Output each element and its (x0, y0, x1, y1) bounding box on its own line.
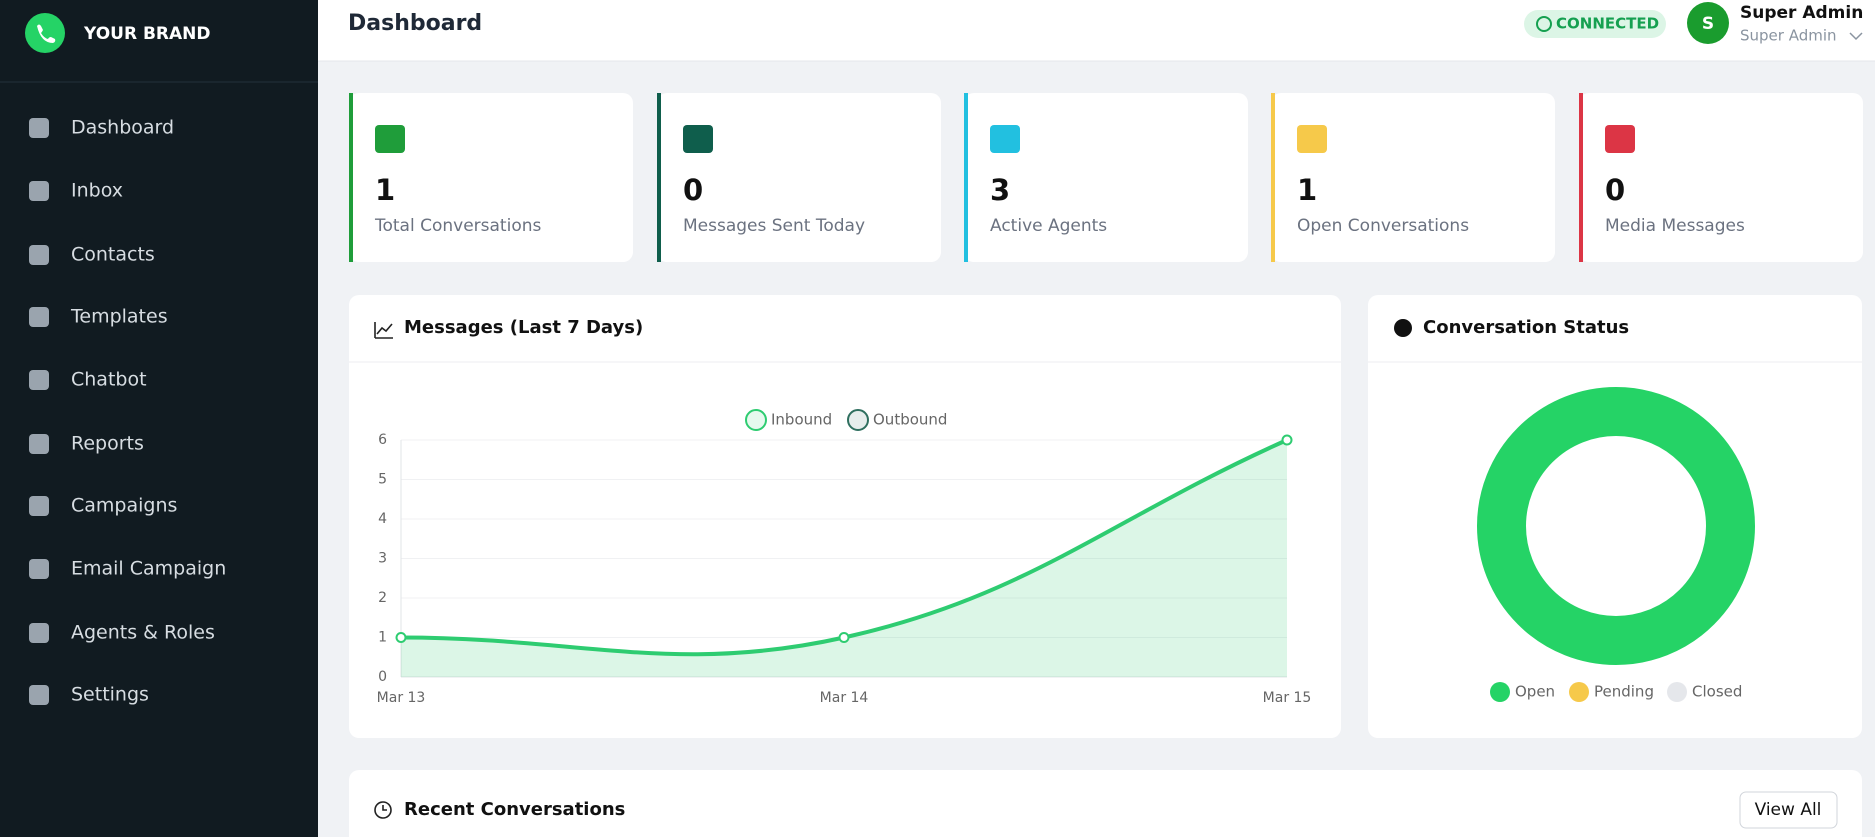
avatar[interactable] (1687, 2, 1729, 44)
y-tick-label: 5 (378, 472, 387, 488)
series-point (838, 632, 850, 643)
legend-label: Open (1515, 683, 1555, 701)
view-all-text: View All (1755, 800, 1822, 820)
stat-label: Total Conversations (374, 216, 541, 236)
stat-card (1579, 93, 1863, 262)
y-tick-label: 2 (378, 590, 387, 606)
recent-icon-hands (382, 805, 387, 811)
series-area (401, 440, 1287, 677)
stat-card (657, 93, 941, 262)
stat-value: 1 (1297, 173, 1317, 207)
nav-icon (29, 685, 49, 705)
nav-label: Campaigns (71, 495, 177, 517)
view-all-button[interactable] (1739, 791, 1838, 829)
x-tick-label: Mar 15 (1263, 690, 1312, 706)
brand-logo (25, 13, 65, 53)
recent-card (349, 770, 1862, 837)
status-pill (1524, 10, 1666, 38)
page-title: Dashboard (348, 11, 482, 36)
legend-swatch (745, 409, 767, 431)
y-tick-label: 0 (378, 669, 387, 685)
legend-label: Inbound (771, 411, 832, 429)
y-tick-label: 4 (378, 511, 387, 527)
stat-icon (683, 125, 713, 153)
nav-label: Inbox (71, 180, 123, 202)
recent-title: Recent Conversations (404, 799, 625, 820)
stat-value: 3 (990, 173, 1010, 207)
stat-card (1271, 93, 1555, 262)
stat-label: Messages Sent Today (683, 216, 865, 236)
y-tick-label: 1 (378, 630, 387, 646)
legend-label: Closed (1692, 683, 1742, 701)
brand-name: YOUR BRAND (83, 24, 211, 44)
donut-card-icon (1394, 319, 1412, 337)
stat-accent (349, 93, 353, 262)
nav-icon (29, 434, 49, 454)
nav-icon (29, 181, 49, 201)
legend-swatch (1667, 682, 1687, 702)
legend-label: Outbound (873, 411, 947, 429)
stat-accent (964, 93, 968, 262)
stat-icon (375, 125, 405, 153)
line-card-icon (374, 322, 393, 339)
stat-accent (657, 93, 661, 262)
status-icon (1536, 16, 1552, 32)
nav-icon (29, 623, 49, 643)
donut-card-title: Conversation Status (1423, 317, 1629, 338)
y-tick-label: 3 (378, 551, 387, 567)
stat-accent (1579, 93, 1583, 262)
user-chevron[interactable] (1849, 32, 1863, 41)
stat-value: 1 (375, 173, 395, 207)
legend-label: Pending (1594, 683, 1654, 701)
x-tick-label: Mar 13 (377, 690, 426, 706)
stat-icon (1605, 125, 1635, 153)
nav-label: Email Campaign (71, 558, 226, 580)
user-role: Super Admin (1740, 27, 1837, 45)
series-point (1281, 434, 1293, 446)
legend-swatch (1490, 682, 1510, 702)
brand-logo-phone (37, 24, 56, 43)
recent-icon (374, 801, 392, 819)
stat-label: Media Messages (1605, 216, 1745, 236)
legend-swatch (1569, 682, 1589, 702)
donut-card (1368, 295, 1862, 738)
stat-accent (1271, 93, 1275, 262)
legend-swatch (847, 409, 869, 431)
series-point (395, 632, 407, 643)
nav-icon (29, 496, 49, 516)
nav-label: Agents & Roles (71, 622, 215, 644)
stat-value: 0 (1605, 173, 1625, 207)
stat-label: Active Agents (990, 216, 1107, 236)
user-name: Super Admin (1740, 3, 1863, 23)
stat-card (349, 93, 633, 262)
y-tick-label: 6 (378, 432, 387, 448)
nav-icon (29, 245, 49, 265)
nav-icon (29, 118, 49, 138)
nav-label: Chatbot (71, 369, 147, 391)
sidebar (0, 0, 318, 837)
nav-label: Dashboard (71, 117, 174, 139)
nav-label: Settings (71, 684, 149, 706)
line-card-title: Messages (Last 7 Days) (404, 317, 643, 338)
nav-icon (29, 559, 49, 579)
line-card (349, 295, 1341, 738)
nav-label: Reports (71, 433, 144, 455)
nav-label: Contacts (71, 244, 155, 266)
stat-value: 0 (683, 173, 703, 207)
stat-icon (1297, 125, 1327, 153)
status-text: CONNECTED (1556, 15, 1659, 33)
nav-icon (29, 307, 49, 327)
stat-label: Open Conversations (1297, 216, 1469, 236)
stat-icon (990, 125, 1020, 153)
donut-segment (1477, 387, 1755, 665)
avatar-letter: S (1702, 14, 1714, 34)
stat-card (964, 93, 1248, 262)
x-tick-label: Mar 14 (820, 690, 869, 706)
nav-icon (29, 370, 49, 390)
nav-label: Templates (70, 306, 168, 328)
